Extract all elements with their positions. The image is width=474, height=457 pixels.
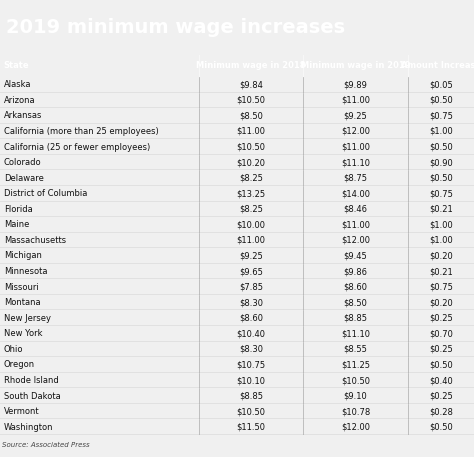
Text: Montana: Montana xyxy=(4,298,40,307)
Text: $0.50: $0.50 xyxy=(429,96,453,105)
Text: $8.50: $8.50 xyxy=(344,298,367,307)
Text: New Jersey: New Jersey xyxy=(4,314,51,323)
Text: $8.55: $8.55 xyxy=(344,345,367,354)
Text: Maine: Maine xyxy=(4,220,29,229)
Text: Colorado: Colorado xyxy=(4,158,41,167)
Text: $8.46: $8.46 xyxy=(344,205,367,214)
Text: $10.40: $10.40 xyxy=(237,329,266,338)
Text: Source: Associated Press: Source: Associated Press xyxy=(2,441,90,447)
Text: New York: New York xyxy=(4,329,42,338)
Text: $12.00: $12.00 xyxy=(341,127,370,136)
Text: Ohio: Ohio xyxy=(4,345,23,354)
Text: $0.90: $0.90 xyxy=(429,158,453,167)
Text: $0.25: $0.25 xyxy=(429,392,453,401)
Text: $12.00: $12.00 xyxy=(341,236,370,245)
Text: $0.28: $0.28 xyxy=(429,407,453,416)
Text: Amount Increase: Amount Increase xyxy=(401,62,474,70)
Text: $8.60: $8.60 xyxy=(344,282,367,292)
Text: $8.30: $8.30 xyxy=(239,345,263,354)
Text: Minimum wage in 2019: Minimum wage in 2019 xyxy=(301,62,410,70)
Text: $0.50: $0.50 xyxy=(429,174,453,183)
Text: $0.21: $0.21 xyxy=(429,267,453,276)
Text: $10.75: $10.75 xyxy=(237,361,266,369)
Text: $8.85: $8.85 xyxy=(239,392,263,401)
Text: $8.75: $8.75 xyxy=(344,174,367,183)
Text: State: State xyxy=(4,62,29,70)
Text: $10.78: $10.78 xyxy=(341,407,370,416)
Text: Minnesota: Minnesota xyxy=(4,267,47,276)
Text: $0.25: $0.25 xyxy=(429,345,453,354)
Text: Minimum wage in 2018: Minimum wage in 2018 xyxy=(196,62,306,70)
Text: $0.20: $0.20 xyxy=(429,251,453,260)
Text: $0.21: $0.21 xyxy=(429,205,453,214)
Text: Oregon: Oregon xyxy=(4,361,35,369)
Text: $1.00: $1.00 xyxy=(429,236,453,245)
Text: Arizona: Arizona xyxy=(4,96,36,105)
Text: $9.84: $9.84 xyxy=(239,80,263,89)
Text: $11.25: $11.25 xyxy=(341,361,370,369)
Text: $0.40: $0.40 xyxy=(429,376,453,385)
Text: $10.50: $10.50 xyxy=(237,407,266,416)
Text: $10.20: $10.20 xyxy=(237,158,266,167)
Text: $8.25: $8.25 xyxy=(239,205,263,214)
Text: $0.50: $0.50 xyxy=(429,361,453,369)
Text: $10.00: $10.00 xyxy=(237,220,266,229)
Text: Massachusetts: Massachusetts xyxy=(4,236,66,245)
Text: $10.10: $10.10 xyxy=(237,376,266,385)
Text: $0.25: $0.25 xyxy=(429,314,453,323)
Text: $0.20: $0.20 xyxy=(429,298,453,307)
Text: California (25 or fewer employees): California (25 or fewer employees) xyxy=(4,143,150,152)
Text: Florida: Florida xyxy=(4,205,33,214)
Text: $10.50: $10.50 xyxy=(237,143,266,152)
Text: $13.25: $13.25 xyxy=(237,189,266,198)
Text: $11.00: $11.00 xyxy=(341,143,370,152)
Text: Vermont: Vermont xyxy=(4,407,39,416)
Text: $9.10: $9.10 xyxy=(344,392,367,401)
Text: $8.25: $8.25 xyxy=(239,174,263,183)
Text: District of Columbia: District of Columbia xyxy=(4,189,87,198)
Text: $8.60: $8.60 xyxy=(239,314,263,323)
Text: $1.00: $1.00 xyxy=(429,220,453,229)
Text: Delaware: Delaware xyxy=(4,174,44,183)
Text: $10.50: $10.50 xyxy=(341,376,370,385)
Text: $10.50: $10.50 xyxy=(237,96,266,105)
Text: $1.00: $1.00 xyxy=(429,127,453,136)
Text: $9.65: $9.65 xyxy=(239,267,263,276)
Text: $8.85: $8.85 xyxy=(344,314,367,323)
Text: Rhode Island: Rhode Island xyxy=(4,376,59,385)
Text: Arkansas: Arkansas xyxy=(4,112,42,120)
Text: $9.45: $9.45 xyxy=(344,251,367,260)
Text: $11.00: $11.00 xyxy=(237,127,266,136)
Text: $8.50: $8.50 xyxy=(239,112,263,120)
Text: $0.75: $0.75 xyxy=(429,282,453,292)
Text: 2019 minimum wage increases: 2019 minimum wage increases xyxy=(6,18,345,37)
Text: $11.00: $11.00 xyxy=(237,236,266,245)
Text: South Dakota: South Dakota xyxy=(4,392,61,401)
Text: $11.10: $11.10 xyxy=(341,158,370,167)
Text: $11.10: $11.10 xyxy=(341,329,370,338)
Text: Alaska: Alaska xyxy=(4,80,31,89)
Text: Michigan: Michigan xyxy=(4,251,42,260)
Text: $9.25: $9.25 xyxy=(344,112,367,120)
Text: $0.50: $0.50 xyxy=(429,143,453,152)
Text: $11.00: $11.00 xyxy=(341,96,370,105)
Text: Washington: Washington xyxy=(4,423,53,432)
Text: $11.00: $11.00 xyxy=(341,220,370,229)
Text: $0.75: $0.75 xyxy=(429,112,453,120)
Text: $9.25: $9.25 xyxy=(239,251,263,260)
Text: $11.50: $11.50 xyxy=(237,423,266,432)
Text: $0.05: $0.05 xyxy=(429,80,453,89)
Text: $8.30: $8.30 xyxy=(239,298,263,307)
Text: $14.00: $14.00 xyxy=(341,189,370,198)
Text: $0.75: $0.75 xyxy=(429,189,453,198)
Text: California (more than 25 employees): California (more than 25 employees) xyxy=(4,127,158,136)
Text: $9.89: $9.89 xyxy=(344,80,367,89)
Text: $0.70: $0.70 xyxy=(429,329,453,338)
Text: $7.85: $7.85 xyxy=(239,282,263,292)
Text: $9.86: $9.86 xyxy=(344,267,367,276)
Text: Missouri: Missouri xyxy=(4,282,38,292)
Text: $12.00: $12.00 xyxy=(341,423,370,432)
Text: $0.50: $0.50 xyxy=(429,423,453,432)
